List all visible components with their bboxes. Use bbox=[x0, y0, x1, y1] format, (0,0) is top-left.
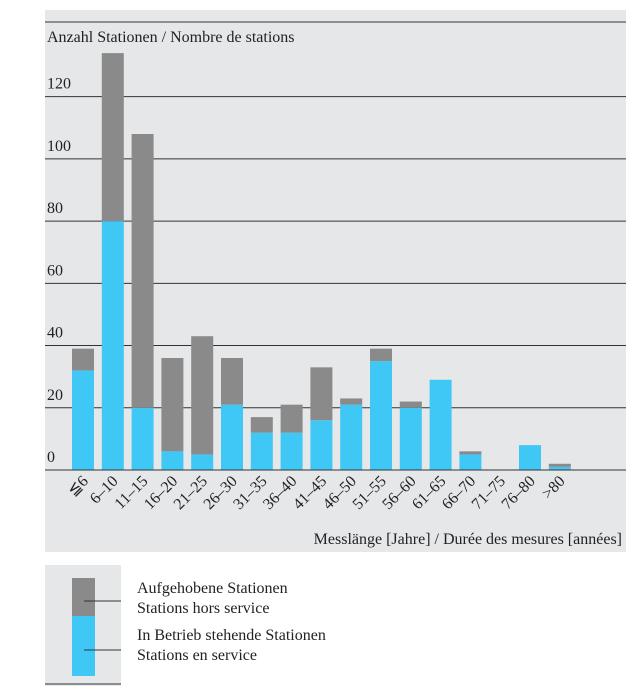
bar-segment bbox=[191, 454, 214, 470]
bar-segment bbox=[101, 53, 124, 222]
y-tick-label: 100 bbox=[47, 138, 71, 155]
bar-segment bbox=[459, 451, 482, 455]
bar-segment bbox=[161, 358, 184, 452]
bar-segment bbox=[310, 367, 333, 421]
legend-label-fr: Stations en service bbox=[137, 647, 257, 664]
bar-segment bbox=[131, 134, 154, 408]
bar-segment bbox=[519, 445, 541, 470]
legend-label-fr: Stations hors service bbox=[137, 600, 269, 617]
y-tick-label: 60 bbox=[47, 262, 63, 279]
bar-segment bbox=[221, 358, 243, 405]
legend-swatch bbox=[72, 578, 95, 616]
bar-segment bbox=[370, 348, 392, 362]
bar-segment bbox=[280, 432, 303, 470]
bar-segment bbox=[101, 221, 124, 470]
y-tick-label: 20 bbox=[47, 387, 63, 404]
y-tick-label: 40 bbox=[47, 325, 63, 342]
bar-segment bbox=[548, 466, 571, 470]
bar-segment bbox=[131, 407, 154, 470]
bar-segment bbox=[250, 432, 273, 470]
y-tick-label: 0 bbox=[47, 449, 55, 466]
legend-label: Aufgehobene Stationen bbox=[137, 580, 288, 597]
bar-segment bbox=[548, 463, 571, 467]
bar-segment bbox=[340, 398, 363, 405]
x-axis-title: Messlänge [Jahre] / Durée des mesures [a… bbox=[314, 531, 622, 548]
y-tick-label: 80 bbox=[47, 200, 63, 217]
bar-segment bbox=[459, 454, 482, 470]
bar-segment bbox=[72, 348, 94, 371]
bar-segment bbox=[191, 336, 214, 455]
bar-segment bbox=[399, 407, 422, 470]
bar-segment bbox=[161, 451, 184, 470]
bar-segment bbox=[370, 361, 392, 470]
bar-segment bbox=[429, 379, 452, 470]
legend-label: In Betrieb stehende Stationen bbox=[137, 627, 326, 644]
y-tick-label: 120 bbox=[47, 76, 71, 93]
chart-title: Anzahl Stationen / Nombre de stations bbox=[47, 29, 295, 46]
bar-segment bbox=[340, 404, 363, 470]
legend: Aufgehobene Stationen Stations hors servi… bbox=[45, 578, 326, 685]
legend-swatch bbox=[72, 616, 95, 676]
bar-segment bbox=[399, 401, 422, 408]
bar-segment bbox=[221, 404, 243, 470]
bar-segment bbox=[250, 417, 273, 433]
bar-segment bbox=[310, 420, 333, 470]
bar-segment bbox=[280, 404, 303, 433]
bar-segment bbox=[72, 370, 94, 470]
